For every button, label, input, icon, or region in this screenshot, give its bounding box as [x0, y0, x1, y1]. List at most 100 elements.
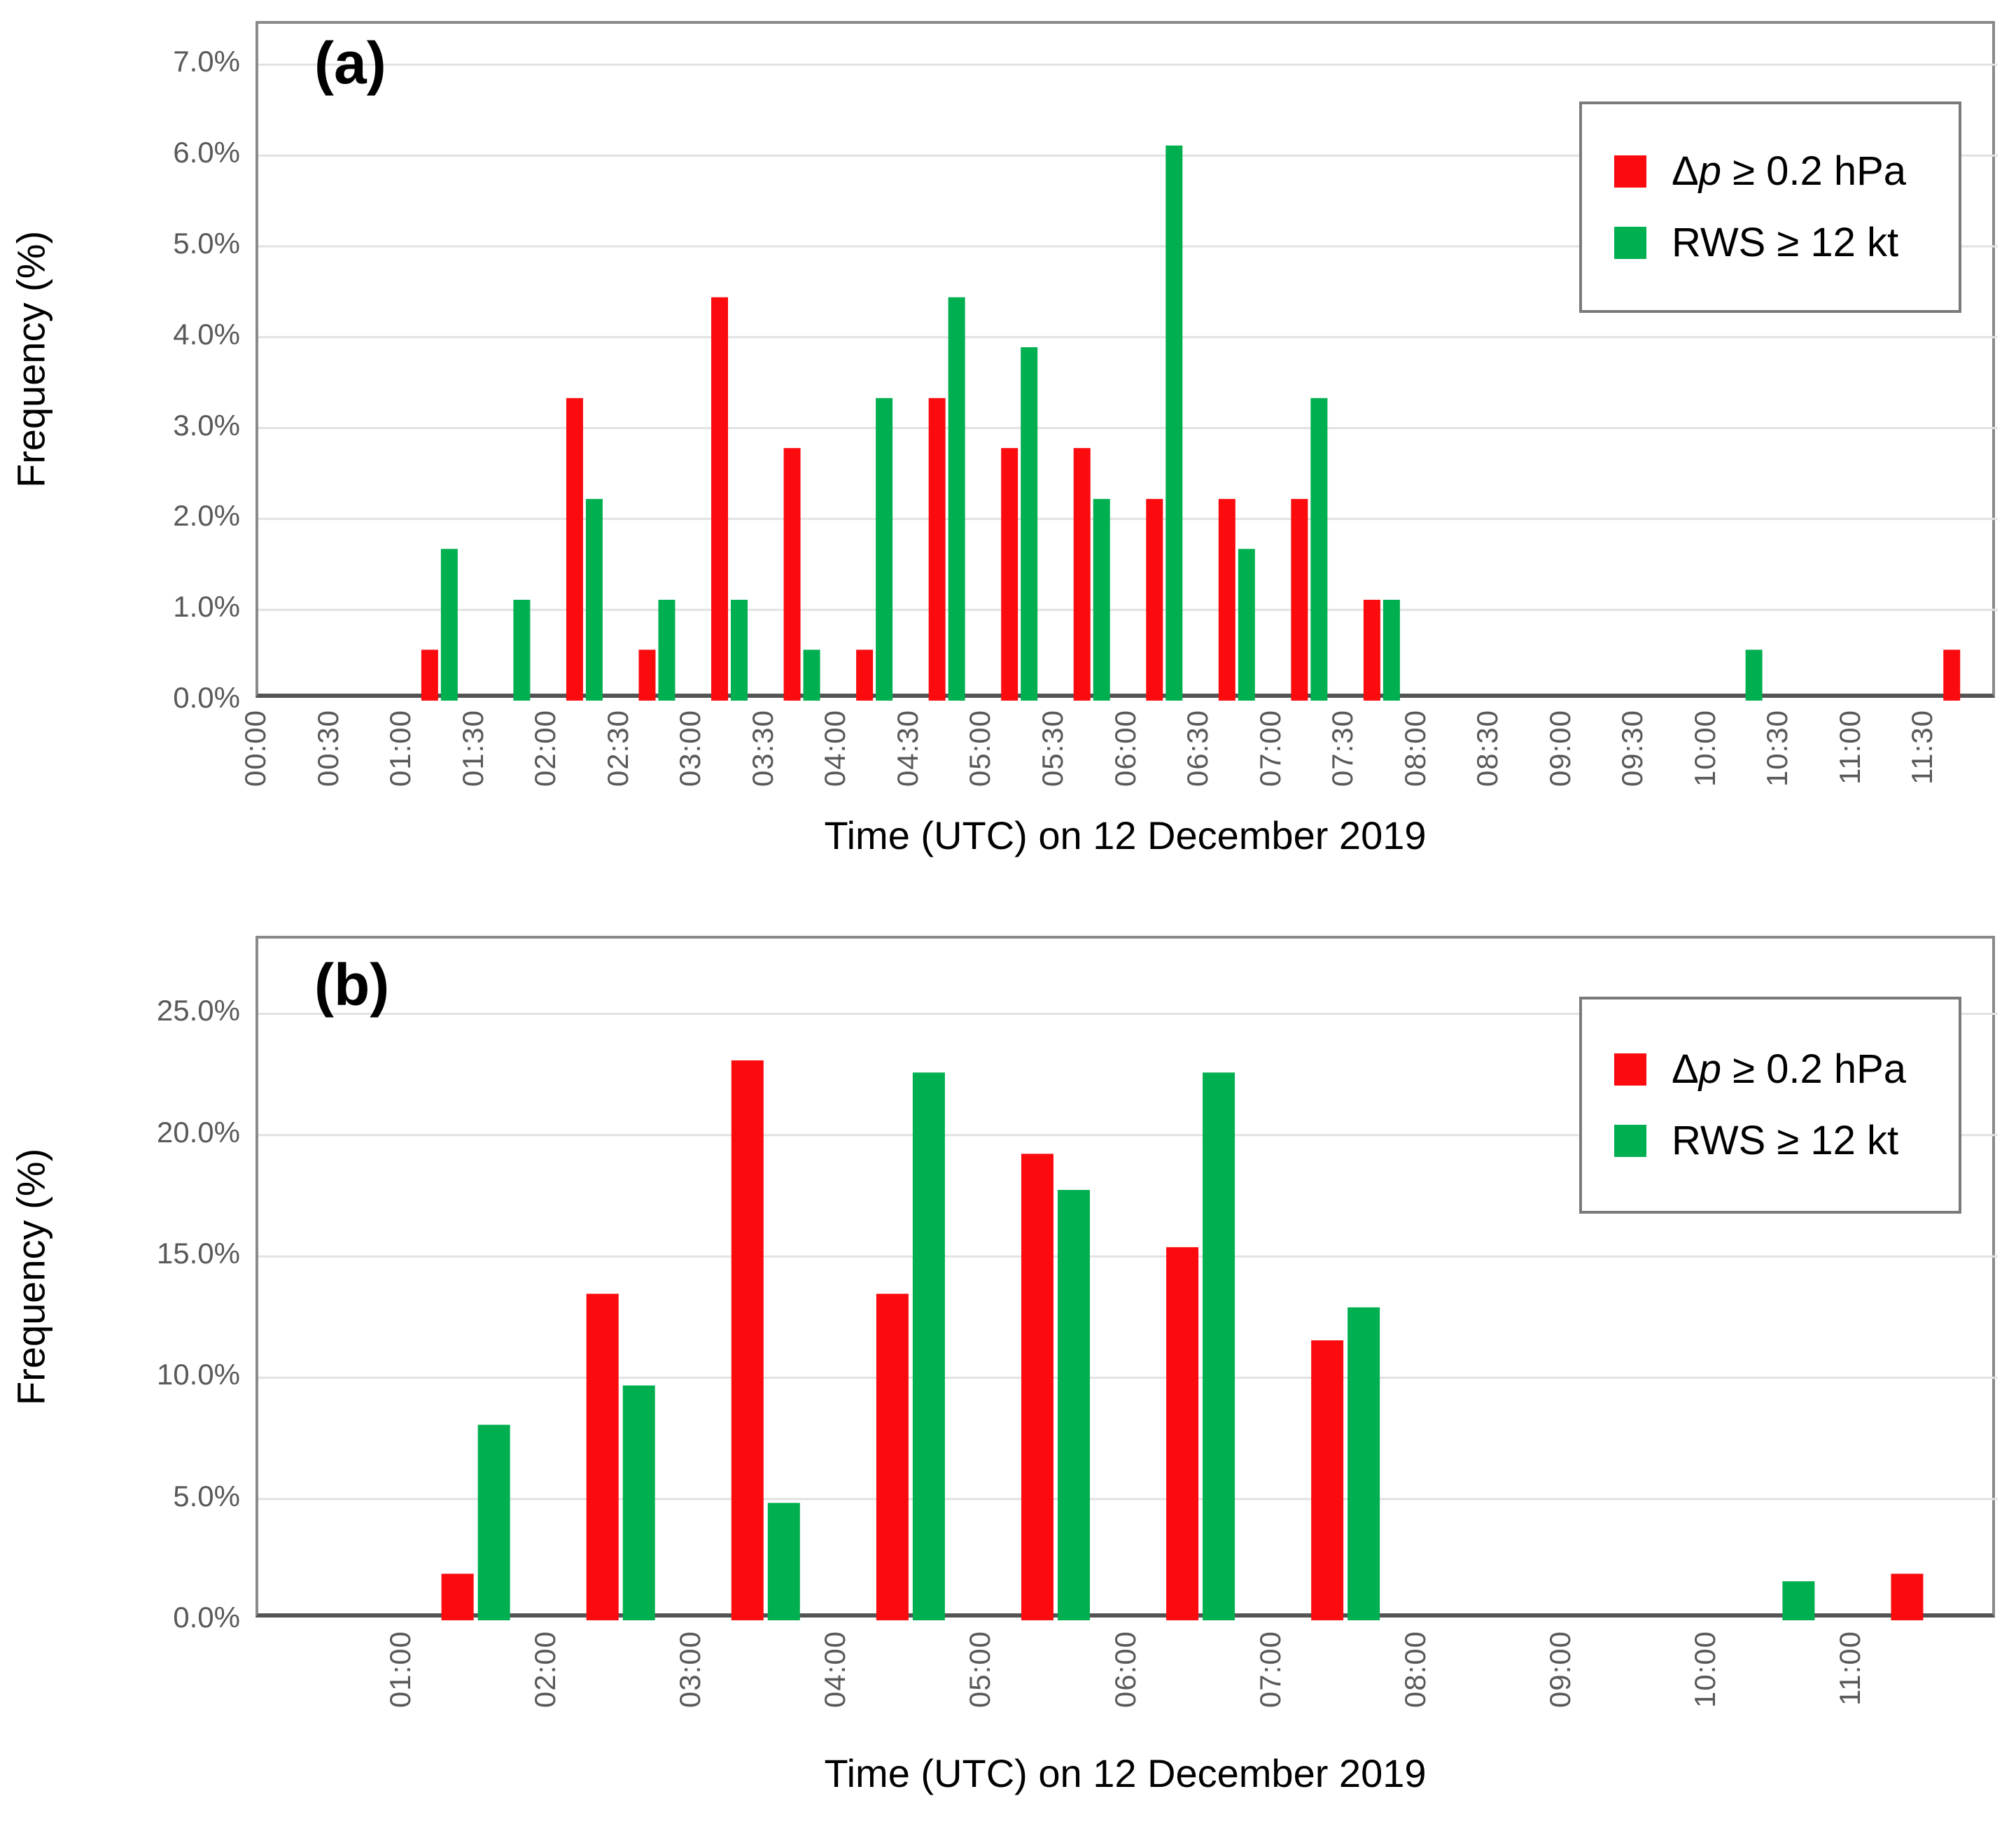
- bar-rws-05:00: [1021, 347, 1038, 701]
- bar-rws-06:00: [1203, 1072, 1236, 1620]
- y-axis-title-a: Frequency (%): [8, 230, 53, 488]
- bar-dp-02:00: [566, 398, 583, 701]
- bar-dp-07:30: [1363, 599, 1380, 701]
- x-tick-label: 03:00: [673, 710, 707, 787]
- bar-dp-01:00: [421, 650, 438, 701]
- x-tick-label: 02:00: [528, 710, 562, 787]
- bar-rws-06:00: [1166, 145, 1183, 701]
- x-tick-label: 08:30: [1471, 710, 1504, 787]
- legend-b: Δp ≥ 0.2 hPa RWS ≥ 12 kt: [1579, 997, 1961, 1214]
- y-tick-label: 25.0%: [156, 994, 240, 1027]
- bar-rws-07:00: [1310, 398, 1328, 701]
- legend-label: RWS ≥ 12 kt: [1672, 1118, 1899, 1163]
- y-tick-label: 7.0%: [173, 45, 240, 78]
- y-tick-label: 5.0%: [173, 227, 240, 260]
- x-tick-label: 09:00: [1543, 710, 1576, 787]
- legend-swatch-icon: [1614, 1053, 1646, 1086]
- legend-entry-rws: RWS ≥ 12 kt: [1614, 1121, 1959, 1161]
- x-tick-label: 02:30: [601, 710, 634, 787]
- bar-dp-03:00: [731, 1060, 764, 1620]
- bar-rws-04:30: [948, 297, 965, 701]
- panel-label-a: (a): [314, 30, 386, 96]
- x-tick-label: 11:00: [1833, 710, 1866, 785]
- bar-rws-10:00: [1745, 650, 1763, 701]
- legend-a: Δp ≥ 0.2 hPa RWS ≥ 12 kt: [1579, 101, 1961, 313]
- x-axis-title-b: Time (UTC) on 12 December 2019: [824, 1751, 1427, 1795]
- bar-rws-03:00: [731, 599, 748, 701]
- y-tick-label: 20.0%: [156, 1115, 240, 1149]
- bar-dp-06:00: [1146, 498, 1163, 701]
- bar-rws-10:00: [1782, 1581, 1815, 1620]
- x-tick-label: 09:30: [1616, 710, 1649, 787]
- x-tick-label: 08:00: [1398, 710, 1432, 787]
- x-tick-label: 11:30: [1905, 710, 1939, 785]
- x-tick-label: 10:00: [1688, 710, 1721, 787]
- bar-rws-02:00: [585, 498, 603, 701]
- y-tick-label: 6.0%: [173, 136, 240, 169]
- bar-dp-04:00: [856, 650, 874, 701]
- x-tick-label: 00:00: [239, 710, 272, 787]
- bar-dp-06:00: [1166, 1247, 1199, 1620]
- x-tick-label: 11:00: [1833, 1631, 1866, 1706]
- bar-dp-04:30: [928, 398, 946, 701]
- x-tick-label: 03:30: [746, 710, 779, 787]
- legend-label: Δp ≥ 0.2 hPa: [1672, 1046, 1907, 1092]
- bar-rws-01:00: [440, 549, 458, 701]
- x-tick-label: 07:00: [1253, 710, 1287, 787]
- bar-rws-02:30: [658, 599, 676, 701]
- x-tick-label: 04:30: [890, 710, 924, 787]
- x-tick-label: 10:30: [1760, 710, 1794, 787]
- bar-dp-06:30: [1218, 498, 1236, 701]
- x-tick-label: 08:00: [1398, 1631, 1432, 1709]
- bar-rws-05:30: [1093, 498, 1110, 701]
- x-tick-label: 01:00: [384, 1631, 417, 1709]
- x-tick-label: 02:00: [528, 1631, 562, 1709]
- legend-swatch-icon: [1614, 155, 1646, 188]
- bar-dp-02:00: [586, 1293, 619, 1620]
- y-tick-label: 5.0%: [173, 1479, 240, 1513]
- bars-and-gridlines-a: [258, 63, 1998, 701]
- x-tick-label: 06:00: [1108, 1631, 1142, 1709]
- x-tick-label: 06:30: [1181, 710, 1214, 787]
- x-tick-label: 03:00: [673, 1631, 707, 1709]
- bar-dp-05:30: [1073, 448, 1091, 701]
- x-tick-label: 05:00: [963, 710, 997, 787]
- y-tick-label: 2.0%: [173, 499, 240, 533]
- x-tick-label: 01:30: [456, 710, 489, 787]
- y-tick-label: 4.0%: [173, 317, 240, 351]
- x-tick-label: 05:00: [963, 1631, 997, 1709]
- legend-swatch-icon: [1614, 1125, 1646, 1157]
- x-tick-label: 10:00: [1688, 1631, 1721, 1709]
- bar-rws-02:00: [622, 1385, 655, 1620]
- bar-rws-04:00: [912, 1072, 945, 1620]
- legend-entry-dp: Δp ≥ 0.2 hPa: [1614, 151, 1959, 192]
- bars-and-gridlines-b: [258, 1012, 1998, 1620]
- bar-dp-07:00: [1291, 498, 1308, 701]
- bar-dp-07:00: [1311, 1340, 1344, 1620]
- y-tick-label: 0.0%: [173, 681, 240, 714]
- bar-rws-03:30: [803, 650, 820, 701]
- x-tick-label: 04:00: [818, 1631, 852, 1709]
- legend-label: Δp ≥ 0.2 hPa: [1672, 148, 1907, 194]
- plot-area-b: (b) Δp ≥ 0.2 hPa RWS ≥ 12 kt: [255, 936, 1998, 1620]
- panel-label-b: (b): [314, 952, 390, 1018]
- bar-rws-07:30: [1382, 599, 1400, 701]
- y-axis-title-b: Frequency (%): [8, 1148, 53, 1405]
- x-tick-label: 05:30: [1035, 710, 1069, 787]
- plot-area-a: (a) Δp ≥ 0.2 hPa RWS ≥ 12 kt: [255, 21, 1998, 701]
- bar-dp-03:30: [783, 448, 801, 701]
- x-tick-label: 01:00: [384, 710, 417, 787]
- legend-entry-rws: RWS ≥ 12 kt: [1614, 223, 1959, 263]
- bar-rws-04:00: [876, 398, 893, 701]
- y-tick-label: 10.0%: [156, 1358, 240, 1391]
- x-tick-label: 04:00: [818, 710, 852, 787]
- y-tick-label: 1.0%: [173, 590, 240, 624]
- bar-rws-03:00: [767, 1503, 800, 1620]
- x-axis-title-a: Time (UTC) on 12 December 2019: [824, 813, 1427, 857]
- bar-dp-04:00: [876, 1293, 909, 1620]
- bar-rws-01:00: [477, 1424, 510, 1620]
- y-tick-label: 0.0%: [173, 1601, 240, 1634]
- legend-entry-dp: Δp ≥ 0.2 hPa: [1614, 1049, 1959, 1090]
- x-tick-label: 07:30: [1326, 710, 1359, 787]
